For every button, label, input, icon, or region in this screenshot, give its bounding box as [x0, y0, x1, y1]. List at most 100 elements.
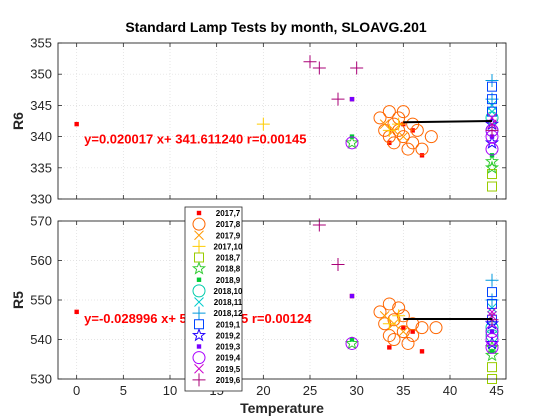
- r6-ytick-label: 330: [30, 192, 52, 207]
- r5-point-2019-1: [487, 287, 497, 298]
- r6-point-2019-1-shape: [487, 81, 497, 92]
- legend-marker-2017-10-shape: [192, 239, 206, 253]
- r6-point-2018-8-shape: [344, 135, 360, 149]
- r5-frame: [57, 220, 507, 380]
- legend-marker-2019-2: [191, 327, 207, 342]
- r6-ytick-label: 335: [30, 160, 52, 175]
- r5-point-2019-4-shape: [485, 333, 499, 346]
- r5-ytick-label: 540: [30, 332, 52, 347]
- r5-point-2017-8-shape: [387, 333, 401, 346]
- r6-point-2017-9-shape: [379, 119, 390, 129]
- r6-point-2017-8: [387, 136, 401, 150]
- r5-point-2018-12-shape: [485, 273, 499, 287]
- r5-point-2019-3: [489, 329, 495, 334]
- r5-point-2018-7-shape: [487, 362, 497, 373]
- r5-ytick-label: 550: [30, 293, 52, 308]
- r5-ylabel: R5: [10, 291, 26, 309]
- r6-point-2019-1-shape: [487, 94, 497, 105]
- r5-xtick-label: 30: [349, 383, 363, 398]
- r6-point-2017-8-shape: [396, 130, 410, 144]
- r5-xtick-label: 10: [163, 383, 177, 398]
- r6-point-2017-10: [392, 117, 406, 131]
- legend-marker-2017-9-shape: [194, 230, 204, 241]
- legend-marker-2017-9: [194, 230, 204, 241]
- r6-point-2019-4: [345, 136, 359, 150]
- r5-point-2018-11-shape: [487, 303, 497, 313]
- r6-point-2017-8-shape: [424, 130, 438, 144]
- r5-xtick-label: 40: [443, 383, 457, 398]
- r5-point-2018-7: [487, 362, 497, 373]
- r5-point-2017-7: [387, 345, 392, 350]
- r6-point-2019-6-shape: [303, 55, 317, 69]
- r5-point-2017-7-shape: [387, 345, 392, 350]
- legend-marker-2017-7: [196, 210, 202, 216]
- r5-point-2018-9-shape: [489, 349, 495, 354]
- r6-point-2018-7-shape: [487, 181, 497, 192]
- panel-r5: 051015202530354045530540550560570y=-0.02…: [10, 214, 507, 416]
- r5-point-2017-10-shape: [392, 309, 406, 323]
- legend-marker-2019-4: [192, 351, 206, 365]
- legend-label: 2017,7: [216, 209, 241, 218]
- r5-point-2019-1-shape: [487, 298, 497, 309]
- r5-point-2017-7-shape: [419, 349, 425, 354]
- r5-point-2018-11: [487, 303, 497, 313]
- r5-ytick-label: 530: [30, 372, 52, 387]
- legend-label: 2018,9: [216, 276, 241, 285]
- r5-xtick-label: 45: [489, 383, 503, 398]
- r6-point-2017-8: [382, 105, 396, 119]
- r5-xtick-label: 20: [256, 383, 270, 398]
- r6-point-2017-10-shape: [382, 123, 396, 137]
- legend-marker-2018-12-shape: [192, 306, 206, 320]
- r5-point-2019-5-shape: [487, 306, 497, 317]
- r6-fit-annotation: y=0.020017 x+ 341.611240 r=0.00145: [84, 132, 306, 147]
- legend-marker-2018-12: [192, 306, 206, 320]
- panel-r6: 330 335 340 345 350 355 y=0.020017 x+ 341.6112…: [10, 36, 507, 207]
- r6-ylabel: R6: [10, 112, 26, 130]
- r6-point-2018-12: [485, 73, 499, 87]
- legend-marker-2019-6-shape: [192, 373, 206, 387]
- r5-point-2017-8-shape: [401, 336, 415, 350]
- r6-point-2019-3-shape: [349, 96, 355, 102]
- r5-point-2017-8-shape: [396, 325, 410, 339]
- r6-point-2019-6-shape: [350, 61, 364, 75]
- r5-point-2019-1: [487, 298, 497, 309]
- legend-marker-2017-7-shape: [196, 210, 202, 216]
- r6-point-2019-6: [350, 61, 364, 75]
- r6-point-2018-7: [487, 169, 497, 180]
- legend-label: 2019,6: [216, 376, 241, 385]
- r5-point-2017-8: [429, 321, 443, 335]
- r6-ytick-label: 355: [30, 36, 52, 51]
- r6-point-2019-1: [487, 81, 497, 92]
- legend-marker-2019-3: [196, 344, 202, 349]
- legend: 2017,7 2017,8 2017,9 2017,10 2018,7 2018,8 201…: [184, 206, 243, 392]
- r6-ytick-label: 345: [30, 98, 52, 113]
- r5-point-2019-6-shape: [331, 257, 345, 271]
- legend-label: 2019,5: [216, 365, 241, 374]
- r5-point-2019-5: [487, 306, 497, 317]
- r6-point-2019-1: [487, 94, 497, 105]
- r6-point-2017-8: [373, 111, 387, 125]
- r6-ytick-label: 350: [30, 67, 52, 82]
- r6-point-2017-8-shape: [382, 105, 396, 119]
- r5-point-2019-4-shape: [485, 340, 499, 354]
- r6-point-2017-8-shape: [373, 111, 387, 125]
- legend-marker-2017-10: [192, 239, 206, 253]
- r6-point-2019-1-shape: [487, 106, 497, 117]
- r5-point-2018-8-shape: [484, 347, 500, 362]
- r6-point-2017-8: [424, 130, 438, 144]
- r5-point-2017-8-shape: [415, 321, 429, 335]
- legend-label: 2019,2: [216, 331, 241, 340]
- r5-point-2017-8: [382, 297, 396, 311]
- legend-marker-2019-5: [194, 363, 204, 374]
- r6-point-2019-1: [487, 106, 497, 117]
- r5-point-2018-8: [484, 347, 500, 362]
- legend-label: 2018,8: [216, 265, 241, 274]
- r5-point-2017-10-shape: [382, 317, 396, 331]
- r5-point-2017-9: [379, 310, 390, 321]
- r5-point-2019-3-shape: [489, 329, 495, 334]
- r6-point-2017-8-shape: [410, 123, 424, 137]
- legend-marker-2019-2-shape: [191, 327, 207, 342]
- legend-label: 2017,8: [216, 220, 241, 229]
- r6-point-2019-6-shape: [485, 123, 499, 137]
- r5-point-2018-8-shape: [344, 336, 360, 350]
